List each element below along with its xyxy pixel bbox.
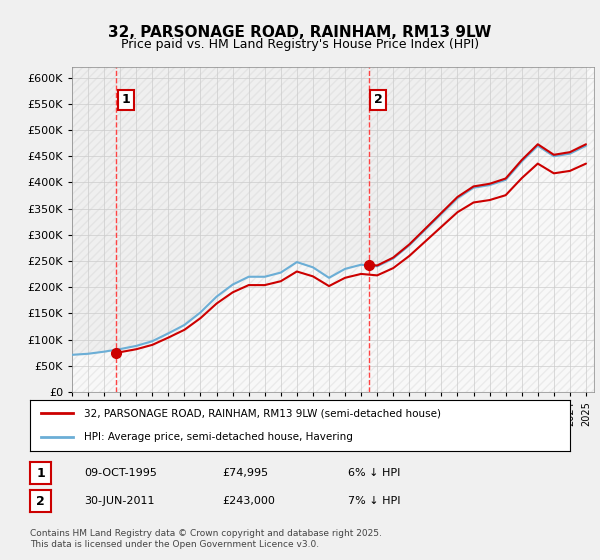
Text: Price paid vs. HM Land Registry's House Price Index (HPI): Price paid vs. HM Land Registry's House …: [121, 38, 479, 51]
Text: 1: 1: [36, 466, 45, 480]
Bar: [72, 67, 594, 392]
Text: £74,995: £74,995: [222, 468, 268, 478]
Text: 2: 2: [36, 494, 45, 508]
Text: HPI: Average price, semi-detached house, Havering: HPI: Average price, semi-detached house,…: [84, 432, 353, 442]
Text: 2: 2: [374, 94, 383, 106]
Text: 6% ↓ HPI: 6% ↓ HPI: [348, 468, 400, 478]
Text: 7% ↓ HPI: 7% ↓ HPI: [348, 496, 401, 506]
Text: Contains HM Land Registry data © Crown copyright and database right 2025.
This d: Contains HM Land Registry data © Crown c…: [30, 529, 382, 549]
Text: 09-OCT-1995: 09-OCT-1995: [84, 468, 157, 478]
Text: 32, PARSONAGE ROAD, RAINHAM, RM13 9LW: 32, PARSONAGE ROAD, RAINHAM, RM13 9LW: [109, 25, 491, 40]
Text: 30-JUN-2011: 30-JUN-2011: [84, 496, 155, 506]
Text: £243,000: £243,000: [222, 496, 275, 506]
Text: 1: 1: [121, 94, 130, 106]
Text: 32, PARSONAGE ROAD, RAINHAM, RM13 9LW (semi-detached house): 32, PARSONAGE ROAD, RAINHAM, RM13 9LW (s…: [84, 408, 441, 418]
